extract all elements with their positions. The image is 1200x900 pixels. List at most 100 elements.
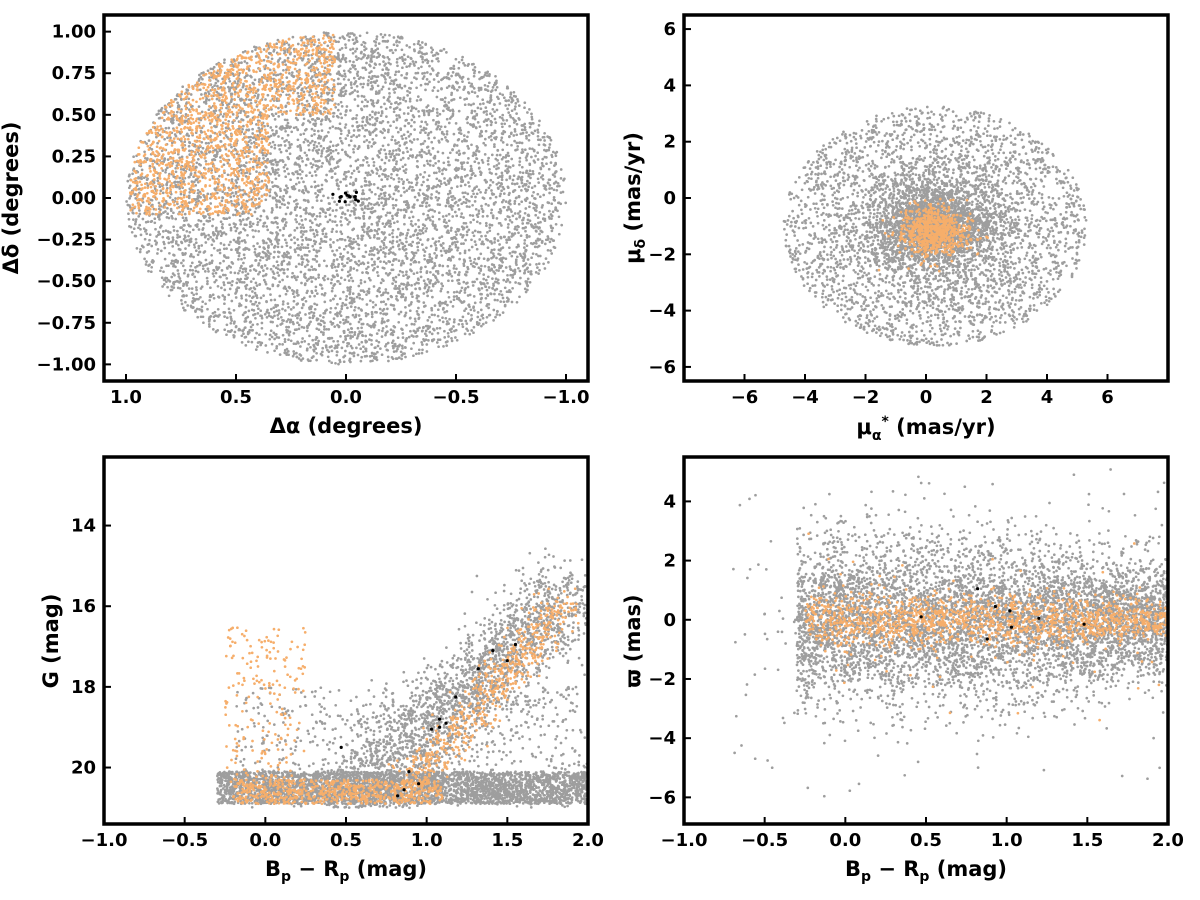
field-point — [477, 209, 481, 213]
field-point — [426, 162, 430, 166]
field-point — [391, 245, 395, 249]
field-point — [216, 79, 220, 83]
field-point — [505, 119, 509, 122]
field-point — [386, 120, 390, 124]
field-point — [454, 336, 457, 339]
field-point — [423, 254, 426, 257]
field-point — [468, 199, 471, 203]
field-point — [452, 298, 456, 302]
field-point — [401, 66, 404, 70]
field-point — [262, 168, 266, 172]
field-point — [519, 254, 523, 258]
field-point — [463, 251, 467, 255]
field-point — [554, 208, 557, 212]
field-point — [201, 146, 205, 150]
field-point — [468, 256, 472, 260]
field-point — [225, 247, 228, 250]
field-point — [315, 254, 319, 258]
field-point — [479, 190, 482, 194]
field-point — [277, 135, 280, 138]
field-point — [237, 254, 241, 258]
field-point — [513, 202, 517, 205]
field-point — [197, 297, 200, 301]
field-point — [342, 77, 346, 81]
field-point — [239, 207, 243, 210]
field-point — [488, 313, 492, 317]
field-point — [417, 225, 421, 229]
field-point — [366, 100, 370, 104]
field-point — [241, 270, 244, 274]
field-point — [503, 286, 507, 290]
field-point — [271, 276, 275, 279]
field-point — [211, 217, 215, 221]
field-point — [344, 113, 347, 117]
field-point — [415, 164, 419, 168]
field-point — [345, 344, 349, 348]
field-point — [300, 340, 304, 344]
field-point — [398, 83, 402, 87]
field-point — [464, 221, 468, 225]
field-point — [372, 80, 376, 84]
field-point — [300, 38, 303, 42]
field-point — [161, 230, 165, 233]
field-point — [185, 133, 189, 137]
field-point — [278, 159, 282, 162]
field-point — [404, 168, 408, 171]
field-point — [258, 218, 262, 222]
field-point — [520, 128, 524, 132]
field-point — [287, 172, 290, 176]
field-point — [296, 128, 300, 131]
field-point — [476, 311, 480, 314]
field-point — [369, 98, 373, 102]
field-point — [421, 201, 425, 204]
field-point — [395, 214, 399, 217]
field-point — [406, 94, 409, 97]
field-point — [381, 185, 385, 189]
field-point — [355, 120, 359, 124]
field-point — [470, 245, 474, 249]
field-point — [403, 222, 406, 226]
field-point — [299, 226, 303, 229]
field-point — [221, 190, 225, 194]
field-point — [447, 279, 450, 283]
field-point — [365, 118, 369, 121]
field-point — [409, 109, 413, 113]
spatial-points — [125, 31, 568, 366]
field-point — [424, 338, 428, 342]
field-point — [157, 230, 161, 234]
field-point — [422, 126, 426, 130]
field-point — [477, 89, 481, 92]
field-point — [315, 167, 319, 171]
field-point — [263, 221, 267, 225]
field-point — [331, 297, 335, 301]
field-point — [435, 171, 438, 175]
field-point — [338, 48, 342, 52]
field-point — [484, 221, 488, 225]
field-point — [515, 133, 519, 137]
field-point — [211, 293, 215, 297]
field-point — [338, 282, 342, 286]
field-point — [308, 93, 311, 97]
field-point — [155, 241, 159, 245]
field-point — [323, 235, 327, 238]
field-point — [349, 344, 353, 348]
field-point — [352, 134, 356, 137]
field-point — [434, 196, 438, 199]
field-point — [349, 258, 353, 262]
field-point — [364, 244, 367, 247]
field-point — [265, 241, 268, 245]
field-point — [400, 73, 403, 77]
field-point — [177, 123, 181, 126]
field-point — [470, 195, 474, 198]
field-point — [329, 140, 333, 144]
field-point — [498, 194, 502, 198]
field-point — [343, 238, 347, 242]
field-point — [308, 171, 312, 175]
field-point — [350, 240, 353, 243]
field-point — [278, 228, 282, 232]
field-point — [412, 138, 416, 141]
field-point — [139, 233, 143, 237]
field-point — [529, 173, 533, 176]
field-point — [299, 358, 303, 362]
field-point — [211, 224, 214, 228]
